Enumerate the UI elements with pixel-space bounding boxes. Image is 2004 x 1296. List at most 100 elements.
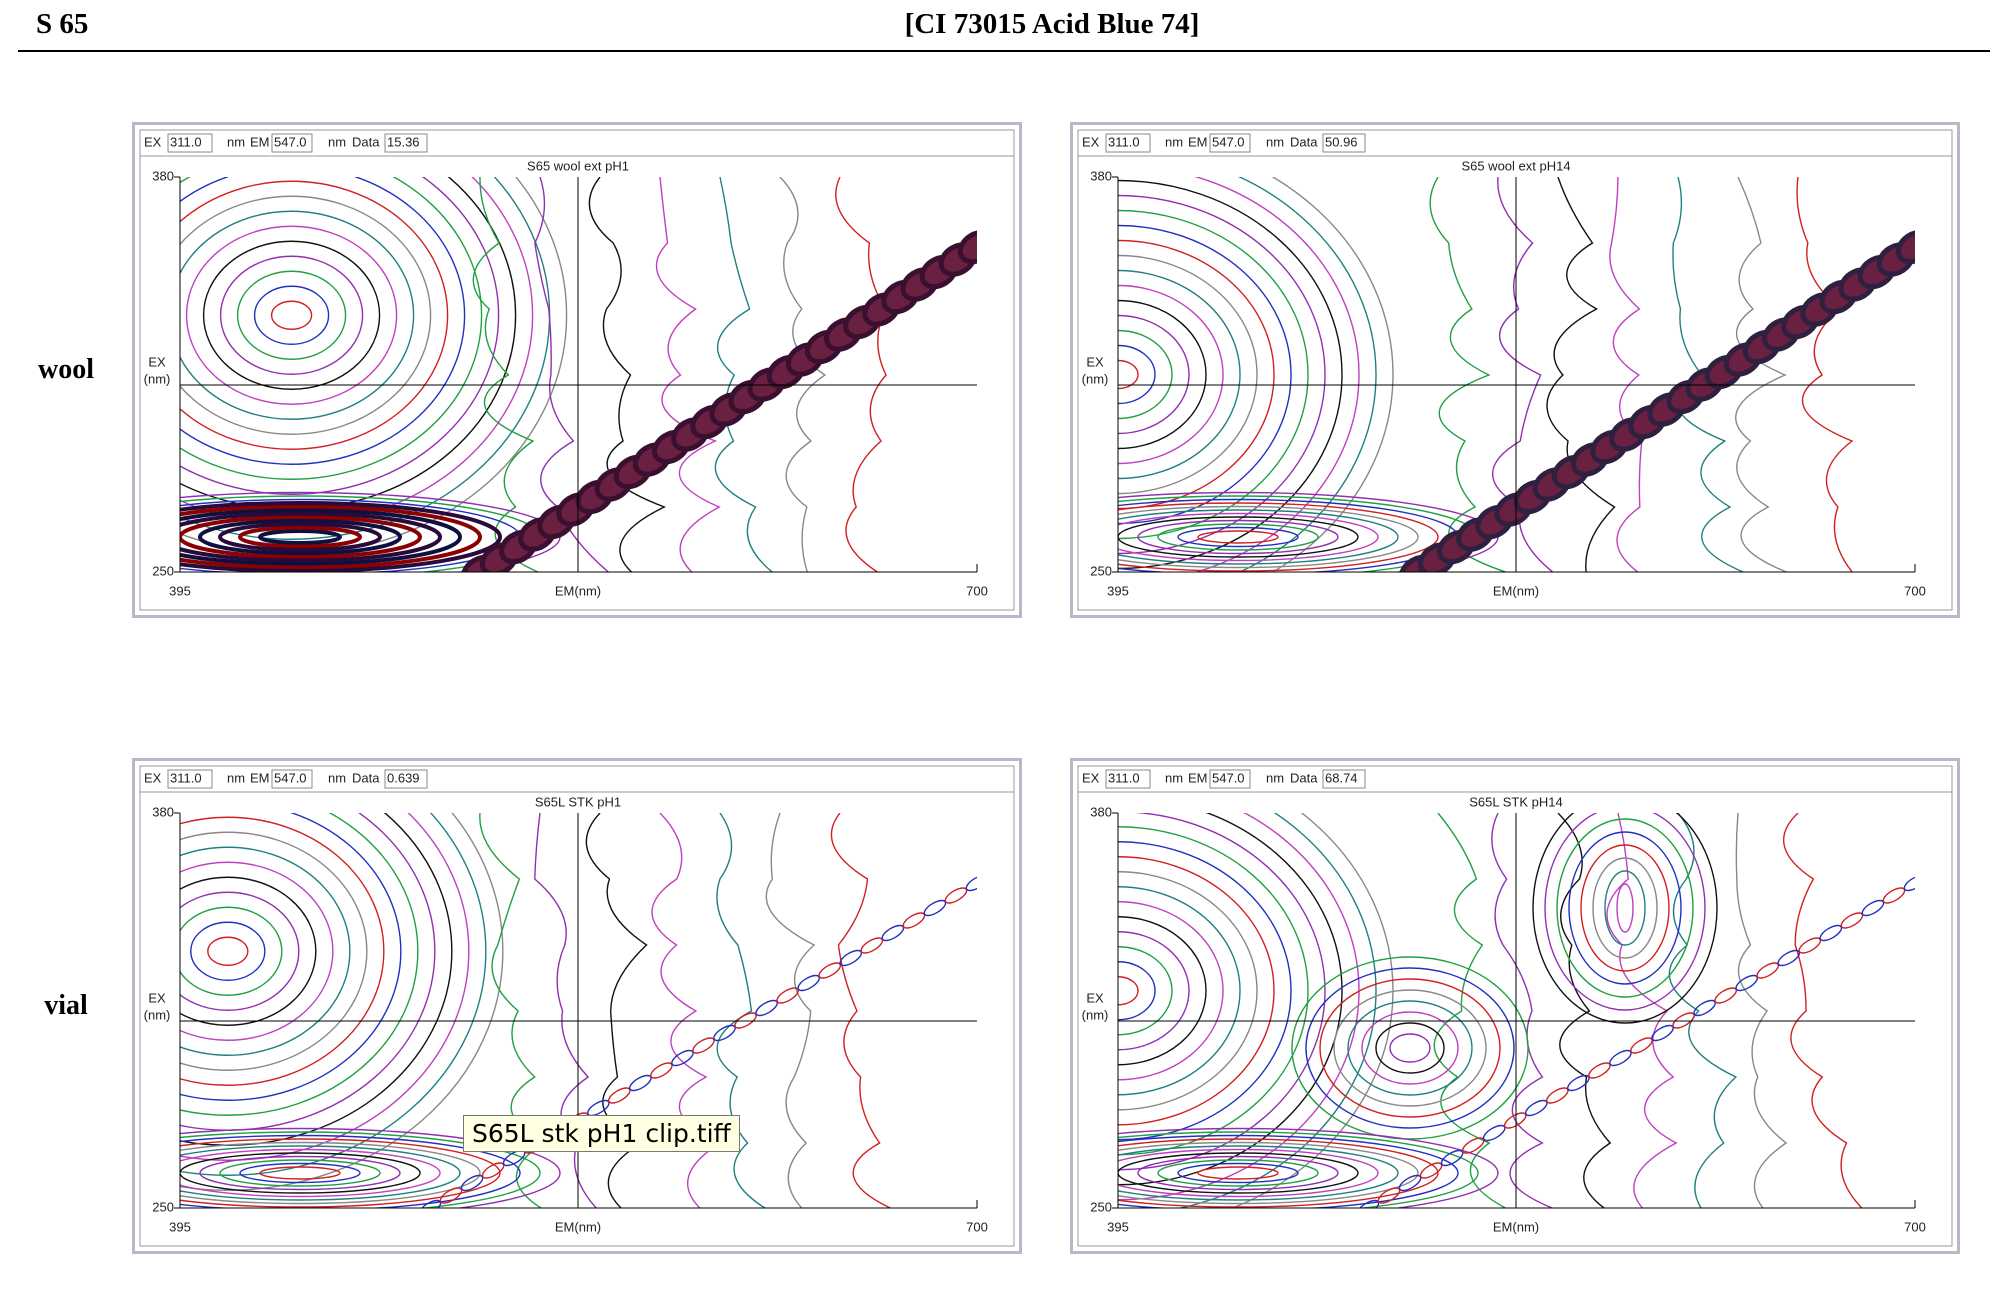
header-em-label: EM bbox=[250, 770, 270, 785]
header-em-unit: nm bbox=[328, 134, 346, 149]
header-em: 547.0 bbox=[274, 770, 307, 785]
field-box bbox=[1105, 133, 1151, 153]
contour-line bbox=[180, 177, 466, 465]
contour-line bbox=[1118, 856, 1275, 1126]
contour-line bbox=[1361, 1011, 1459, 1085]
header-data-label: Data bbox=[352, 134, 380, 149]
header-rule bbox=[18, 50, 1990, 52]
header-em-unit: nm bbox=[1266, 134, 1284, 149]
field-box bbox=[271, 769, 313, 789]
contour-line bbox=[180, 210, 415, 420]
page-title: [CI 73015 Acid Blue 74] bbox=[904, 8, 1200, 40]
row-label: vial bbox=[44, 990, 88, 1021]
contour-line bbox=[1118, 1134, 1459, 1208]
row-label: wool bbox=[38, 354, 94, 385]
contour-line bbox=[1118, 502, 1439, 572]
contour-line bbox=[1118, 359, 1139, 390]
eem-panel: EX 311.0 nm EM 547.0 nm Data 15.36 S65 wool ext … bbox=[132, 122, 1022, 618]
x-left-label: 395 bbox=[1107, 583, 1129, 598]
contour-line bbox=[1118, 976, 1139, 1006]
y-axis-unit: (nm) bbox=[1082, 371, 1109, 386]
y-axis-label: EX bbox=[148, 990, 166, 1005]
field-box bbox=[384, 133, 428, 153]
contour-line bbox=[1568, 831, 1682, 985]
header-data: 15.36 bbox=[387, 134, 420, 149]
contour-line bbox=[1197, 530, 1279, 544]
x-axis-label: EM(nm) bbox=[1493, 1219, 1539, 1234]
header-em-unit: nm bbox=[328, 770, 346, 785]
contour-line bbox=[180, 906, 283, 996]
header-ex: 311.0 bbox=[1108, 770, 1140, 785]
contour-line bbox=[1544, 813, 1706, 1011]
header-ex-unit: nm bbox=[1165, 770, 1183, 785]
eem-panel: EX 311.0 nm EM 547.0 nm Data 68.74 S65L STK pH14… bbox=[1070, 758, 1960, 1254]
x-right-label: 700 bbox=[966, 1219, 988, 1234]
contour-line bbox=[270, 300, 313, 330]
contour-line bbox=[1118, 239, 1275, 510]
contour-line bbox=[1557, 813, 1612, 1208]
contour-line bbox=[1118, 194, 1326, 555]
contour-line bbox=[180, 501, 502, 572]
contours bbox=[1118, 177, 1915, 572]
y-bottom-label: 250 bbox=[152, 1199, 174, 1214]
contour-line bbox=[1118, 916, 1207, 1066]
contour-line bbox=[1118, 329, 1173, 420]
contour-line bbox=[180, 1134, 521, 1208]
contour-line bbox=[239, 1162, 361, 1184]
x-right-label: 700 bbox=[1904, 1219, 1926, 1234]
scatter-band bbox=[1903, 874, 1915, 892]
plot-title: S65 wool ext pH1 bbox=[527, 158, 629, 173]
contour-line bbox=[180, 1131, 541, 1208]
contour-line bbox=[1782, 813, 1863, 1208]
field-box bbox=[1209, 133, 1251, 153]
field-box bbox=[1105, 769, 1151, 789]
header-ex-label: EX bbox=[1082, 770, 1100, 785]
contour-line bbox=[1118, 1127, 1499, 1208]
field-box bbox=[1322, 769, 1366, 789]
contour-line bbox=[1609, 177, 1643, 572]
contour-line bbox=[180, 504, 482, 570]
field-box bbox=[1322, 133, 1366, 153]
header-ex-label: EX bbox=[144, 770, 162, 785]
y-top-label: 380 bbox=[1090, 804, 1112, 819]
contour-line bbox=[1333, 989, 1487, 1107]
contour-line bbox=[1735, 813, 1788, 1208]
panel-inner bbox=[139, 765, 1015, 1247]
contour-line bbox=[180, 891, 300, 1011]
contour-line bbox=[714, 177, 774, 572]
contour-line bbox=[1137, 1155, 1339, 1191]
contour-line bbox=[1118, 179, 1343, 570]
contour-line bbox=[180, 1152, 421, 1194]
contour-line bbox=[180, 846, 351, 1056]
contour-line bbox=[1735, 177, 1789, 572]
contour-line bbox=[1118, 344, 1156, 405]
eem-panel: EX 311.0 nm EM 547.0 nm Data 0.639 S65L STK pH1 3… bbox=[132, 758, 1022, 1254]
contour-line bbox=[1118, 254, 1258, 495]
header-em: 547.0 bbox=[274, 134, 307, 149]
x-axis-label: EM(nm) bbox=[1493, 583, 1539, 598]
contour-line bbox=[1118, 931, 1190, 1051]
x-left-label: 395 bbox=[1107, 1219, 1129, 1234]
contour-line bbox=[1319, 978, 1501, 1118]
contour-line bbox=[180, 1127, 561, 1208]
contour-line bbox=[1532, 813, 1718, 1024]
header-em: 547.0 bbox=[1212, 134, 1245, 149]
contour-line bbox=[1546, 177, 1616, 572]
contour-line bbox=[1118, 813, 1343, 1186]
x-axis-label: EM(nm) bbox=[555, 1219, 601, 1234]
contour-line bbox=[1157, 523, 1319, 551]
panel-inner bbox=[1077, 129, 1953, 611]
contour-line bbox=[779, 177, 827, 572]
x-left-label: 395 bbox=[169, 1219, 191, 1234]
header-ex-label: EX bbox=[1082, 134, 1100, 149]
contour-line bbox=[180, 195, 432, 435]
contour-line bbox=[199, 1155, 401, 1191]
y-axis-unit: (nm) bbox=[144, 371, 171, 386]
y-axis-label: EX bbox=[148, 354, 166, 369]
contour-line bbox=[198, 518, 402, 556]
contour-line bbox=[1668, 813, 1738, 1208]
contour-line bbox=[1347, 1000, 1473, 1096]
plot-title: S65 wool ext pH14 bbox=[1461, 158, 1570, 173]
contour-line bbox=[1137, 519, 1339, 555]
